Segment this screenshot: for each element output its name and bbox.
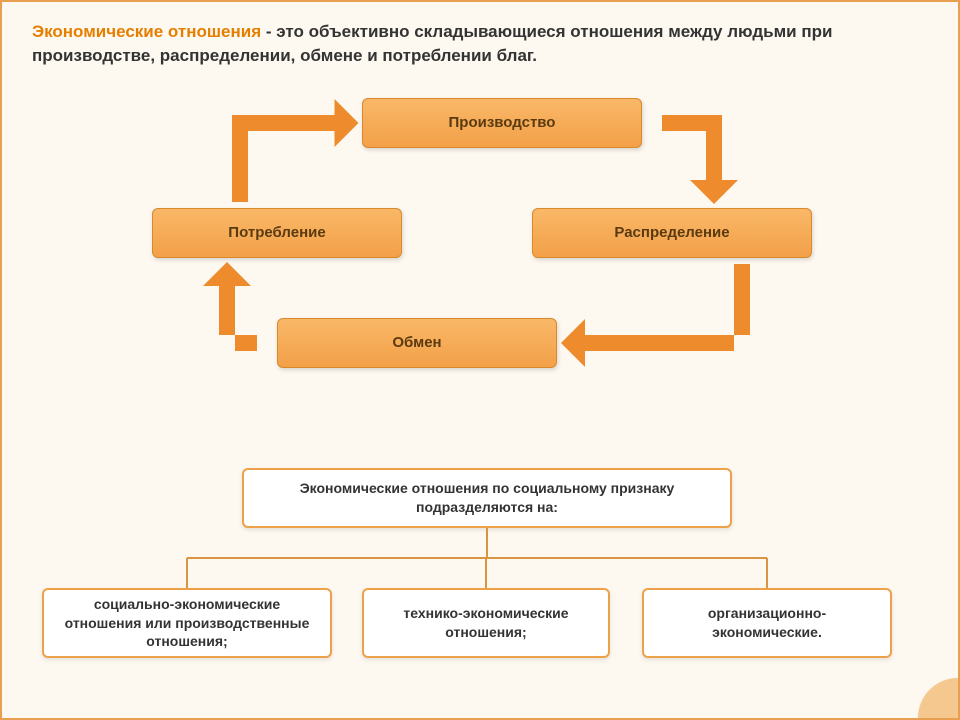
hierarchy-child-1: социально-экономические отношения или пр… [42, 588, 332, 658]
heading: Экономические отношения - это объективно… [32, 20, 928, 68]
cycle-diagram: Производство Распределение Обмен Потребл… [32, 78, 928, 388]
hierarchy-child-3: организационно-экономические. [642, 588, 892, 658]
hierarchy-parent: Экономические отношения по социальному п… [242, 468, 732, 528]
arrow-prod-to-dist [634, 95, 742, 232]
heading-highlight: Экономические отношения [32, 22, 261, 41]
hierarchy-diagram: Экономические отношения по социальному п… [32, 468, 928, 688]
corner-decoration [888, 648, 958, 718]
arrow-exch-to-cons [199, 234, 285, 371]
node-exchange: Обмен [277, 318, 557, 368]
hierarchy-child-2: технико-экономические отношения; [362, 588, 610, 658]
node-production: Производство [362, 98, 642, 148]
arrow-dist-to-exch [533, 236, 770, 371]
arrow-cons-to-prod [212, 95, 387, 230]
